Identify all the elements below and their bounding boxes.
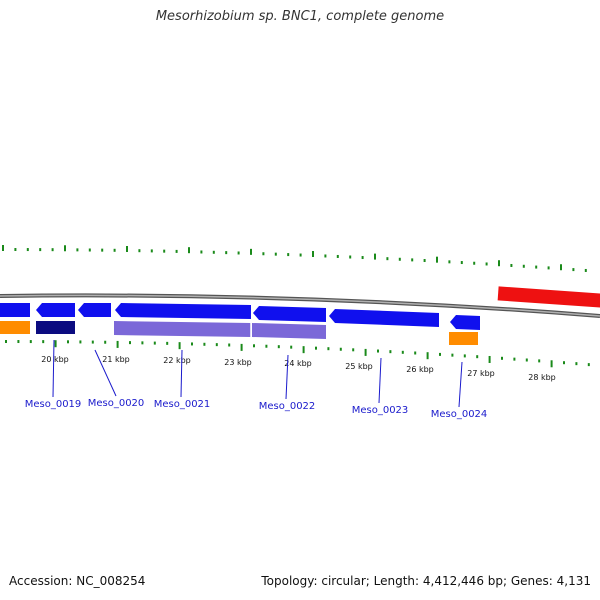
scale-label: 28 kbp (528, 373, 556, 382)
scale-label: 25 kbp (345, 362, 373, 371)
scale-label: 24 kbp (284, 359, 312, 368)
scale-label: 21 kbp (102, 355, 130, 364)
scale-label: 20 kbp (41, 355, 69, 364)
gene-label[interactable]: Meso_0024 (431, 409, 488, 420)
gene-label[interactable]: Meso_0019 (25, 399, 82, 410)
scale-ticks (5, 340, 590, 368)
map-title: Mesorhizobium sp. BNC1, complete genome (155, 9, 445, 24)
gc-content-track (2, 245, 587, 272)
scale-label: 22 kbp (163, 356, 191, 365)
gene-label[interactable]: Meso_0023 (352, 405, 409, 416)
gene-arrow[interactable] (329, 309, 439, 327)
accession-text: Accession: NC_008254 (9, 574, 146, 588)
genome-summary: Topology: circular; Length: 4,412,446 bp… (261, 574, 591, 588)
gene-arrow[interactable] (36, 303, 75, 317)
gene-leader-line (458, 361, 463, 408)
gene-label[interactable]: Meso_0022 (259, 401, 316, 412)
highlighted-feature[interactable] (497, 286, 600, 308)
gene-labels: Meso_0019 Meso_0020 Meso_0021 Meso_0022 Meso… (25, 339, 488, 420)
gene-leader-line (180, 349, 183, 398)
gene-leader-line (378, 357, 382, 404)
scale-labels: 20 kbp 21 kbp 22 kbp 23 kbp 24 kbp 25 kbp 26 k… (41, 355, 556, 382)
gene-arrow[interactable] (78, 303, 111, 317)
rna-feature[interactable] (0, 321, 30, 334)
gene-arrow[interactable] (115, 303, 251, 319)
gene-leader-line (94, 349, 117, 397)
gene-leader-line (52, 339, 55, 398)
gene-feature[interactable] (252, 323, 326, 339)
gene-arrow[interactable] (0, 303, 30, 317)
scale-label: 27 kbp (467, 369, 495, 378)
gene-label[interactable]: Meso_0020 (88, 398, 145, 409)
gene-feature[interactable] (36, 321, 75, 334)
gene-label[interactable]: Meso_0021 (154, 399, 211, 410)
gene-leader-line (285, 354, 289, 400)
genome-backbone (0, 293, 600, 318)
gene-arrow[interactable] (253, 306, 326, 322)
gene-arrow[interactable] (450, 315, 480, 330)
scale-label: 26 kbp (406, 365, 434, 374)
scale-label: 23 kbp (224, 358, 252, 367)
gene-feature[interactable] (114, 321, 251, 337)
feature-track (0, 303, 480, 345)
rna-feature[interactable] (449, 332, 478, 345)
